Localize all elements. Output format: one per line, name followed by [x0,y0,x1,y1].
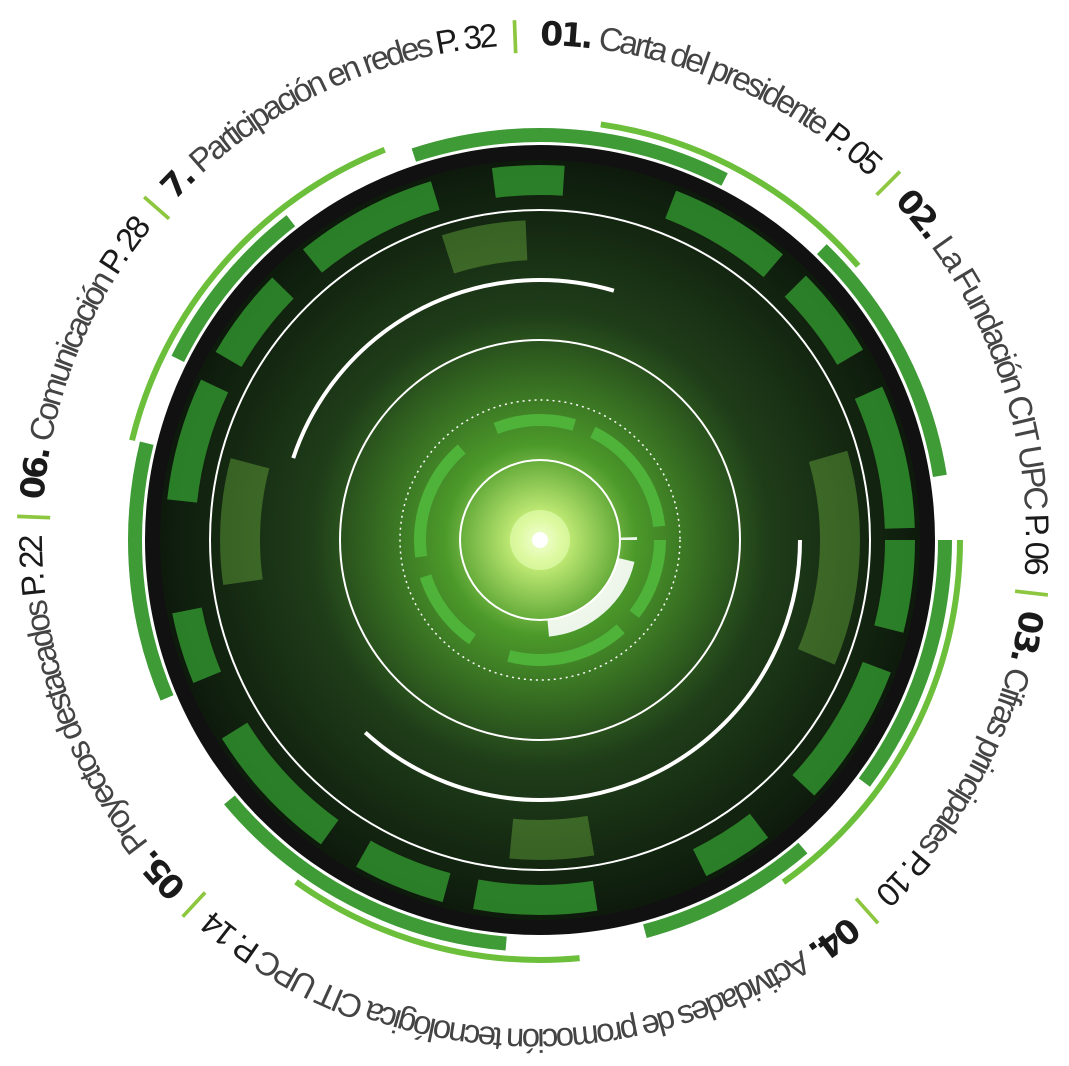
item-page: P. 05 [818,115,889,183]
separator: | [1014,585,1054,601]
item-page: P. 22 [12,535,52,599]
item-title: Carta del presidente [596,19,836,142]
item-title: Comunicación [22,264,121,444]
item-title: Proyectos destacados [16,598,154,862]
item-page: P. 28 [91,209,157,281]
item-number: 06. [12,443,57,501]
item-number: 01. [540,14,596,56]
separator: | [508,14,521,53]
separator: | [11,511,50,524]
separator: | [175,889,210,925]
item-page: P. 32 [432,16,498,61]
item-number: 04. [802,909,868,972]
item-page: P. 14 [194,904,265,971]
separator: | [852,894,887,931]
item-number: 02. [888,181,952,247]
item-page: P. 06 [1018,513,1056,576]
separator: | [136,189,173,223]
separator: | [872,163,908,199]
item-number: 05. [129,843,193,908]
item-number: 03. [1003,608,1052,668]
decorative-dial [117,117,963,963]
item-page: P. 10 [869,843,938,913]
item-title: Participación en redes [182,26,436,180]
